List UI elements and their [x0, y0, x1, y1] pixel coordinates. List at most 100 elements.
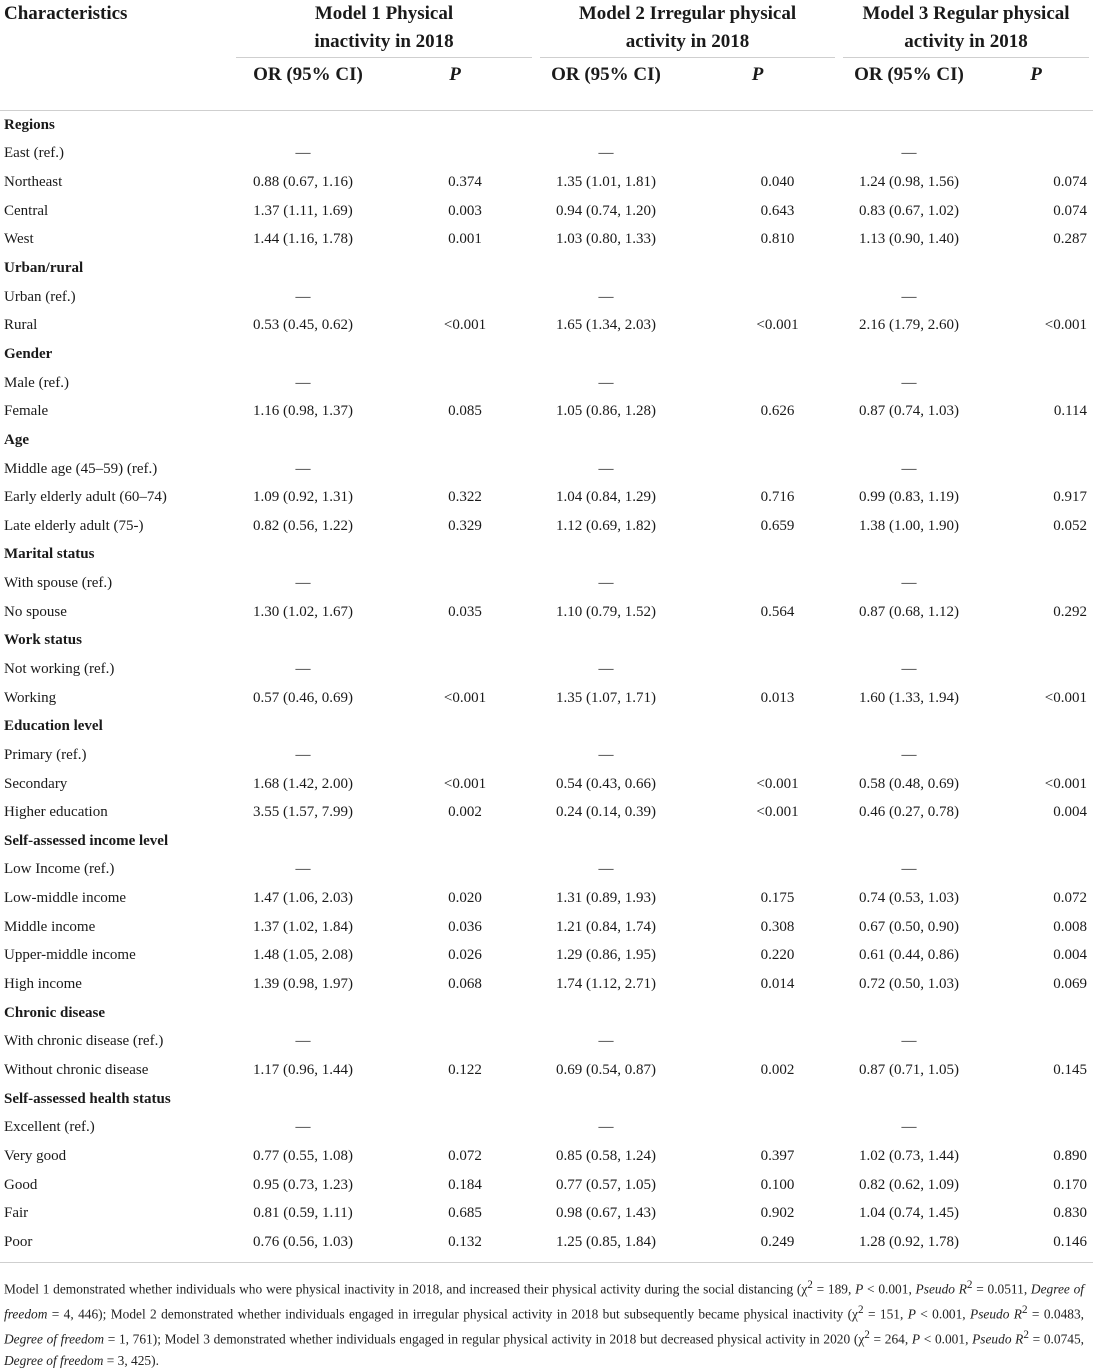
p-cell-model-1	[374, 369, 536, 398]
or-cell-model-1	[232, 627, 374, 656]
table-row: Low-middle income 1.47 (1.06, 2.03) 0.020 1…	[0, 884, 1093, 913]
p-cell-model-3	[979, 712, 1093, 741]
or-cell-model-2	[536, 712, 676, 741]
row-label: Middle age (45–59) (ref.)	[4, 460, 158, 477]
row-label: Low-middle income	[4, 890, 127, 907]
p-cell-model-1: 0.035	[448, 603, 482, 620]
p-cell-model-3: 0.830	[1053, 1205, 1088, 1222]
section-label: Regions	[4, 116, 55, 133]
or-cell-model-2: 1.10 (0.79, 1.52)	[556, 603, 656, 620]
header-p-model-2: P	[676, 58, 839, 111]
or-cell-model-2: 0.85 (0.58, 1.24)	[556, 1147, 656, 1164]
row-label: Upper-middle income	[4, 947, 136, 964]
p-cell-model-3: 0.292	[1053, 603, 1088, 620]
or-cell-model-2: —	[598, 1033, 614, 1050]
row-label: Higher education	[4, 804, 108, 821]
section-label: Age	[4, 431, 29, 448]
row-label: Male (ref.)	[4, 374, 69, 391]
p-cell-model-1: <0.001	[443, 689, 487, 706]
or-cell-model-1: —	[295, 660, 311, 677]
table-row: Primary (ref.) — — —	[0, 741, 1093, 770]
p-cell-model-1: 0.020	[448, 890, 482, 907]
or-cell-model-3	[839, 627, 979, 656]
header-or-model-2: OR (95% CI)	[536, 58, 676, 111]
table-row: Good 0.95 (0.73, 1.23) 0.184 0.77 (0.57, 1.…	[0, 1171, 1093, 1200]
or-cell-model-1: 3.55 (1.57, 7.99)	[253, 804, 353, 821]
p-cell-model-2: 0.643	[760, 202, 795, 219]
header-p-model-3: P	[979, 58, 1093, 111]
or-cell-model-3: 0.67 (0.50, 0.90)	[859, 918, 959, 935]
or-cell-model-2	[536, 627, 676, 656]
or-cell-model-1: —	[295, 746, 311, 763]
or-cell-model-1: 0.57 (0.46, 0.69)	[253, 689, 353, 706]
or-cell-model-3	[839, 254, 979, 283]
p-cell-model-1: 0.026	[448, 947, 482, 964]
p-cell-model-3	[979, 283, 1093, 312]
or-cell-model-3: —	[901, 1119, 917, 1136]
p-cell-model-1	[374, 856, 536, 885]
or-cell-model-1	[232, 827, 374, 856]
p-cell-model-1	[374, 1113, 536, 1142]
p-cell-model-3: 0.146	[1053, 1233, 1088, 1250]
or-cell-model-2: —	[598, 1119, 614, 1136]
table-row: Middle income 1.37 (1.02, 1.84) 0.036 1.21 …	[0, 913, 1093, 942]
or-cell-model-2: —	[598, 374, 614, 391]
p-cell-model-2: 0.659	[760, 517, 795, 534]
p-cell-model-1	[374, 455, 536, 484]
or-cell-model-3	[839, 541, 979, 570]
header-model-3: Model 3 Regular physical activity in 2018	[839, 0, 1093, 58]
or-cell-model-1: 0.82 (0.56, 1.22)	[253, 517, 353, 534]
p-cell-model-1	[374, 999, 536, 1028]
p-cell-model-2	[676, 111, 839, 140]
p-cell-model-3: 0.074	[1053, 174, 1088, 191]
p-cell-model-1	[374, 741, 536, 770]
or-cell-model-1: 0.95 (0.73, 1.23)	[253, 1176, 353, 1193]
or-cell-model-3: —	[901, 660, 917, 677]
p-cell-model-1: 0.072	[448, 1147, 482, 1164]
p-cell-model-3	[979, 340, 1093, 369]
or-cell-model-2	[536, 1085, 676, 1114]
p-cell-model-2: 0.626	[760, 403, 795, 420]
p-cell-model-2: 0.716	[760, 489, 795, 506]
or-cell-model-1: 1.37 (1.02, 1.84)	[253, 918, 353, 935]
section-label: Chronic disease	[4, 1004, 105, 1021]
or-cell-model-3: 0.61 (0.44, 0.86)	[859, 947, 959, 964]
or-cell-model-2: 1.03 (0.80, 1.33)	[556, 231, 656, 248]
or-cell-model-1: —	[295, 1119, 311, 1136]
row-label: Fair	[4, 1205, 29, 1222]
section-row: Gender	[0, 340, 1093, 369]
or-cell-model-2: 0.77 (0.57, 1.05)	[556, 1176, 656, 1193]
table-row: Fair 0.81 (0.59, 1.11) 0.685 0.98 (0.67, 1.…	[0, 1199, 1093, 1228]
p-cell-model-2	[676, 741, 839, 770]
p-cell-model-1	[374, 569, 536, 598]
p-cell-model-2	[676, 455, 839, 484]
section-row: Work status	[0, 627, 1093, 656]
p-cell-model-1	[374, 254, 536, 283]
header-model-1: Model 1 Physical inactivity in 2018	[232, 0, 536, 58]
p-cell-model-1: 0.184	[448, 1176, 482, 1193]
or-cell-model-3: 2.16 (1.79, 2.60)	[859, 317, 959, 334]
p-cell-model-3	[979, 140, 1093, 169]
or-cell-model-2: 1.31 (0.89, 1.93)	[556, 890, 656, 907]
p-cell-model-3	[979, 541, 1093, 570]
p-cell-model-3	[979, 655, 1093, 684]
or-cell-model-3: 1.04 (0.74, 1.45)	[859, 1205, 959, 1222]
row-label: Good	[4, 1176, 38, 1193]
or-cell-model-3: 0.72 (0.50, 1.03)	[859, 976, 959, 993]
p-cell-model-1: 0.003	[448, 202, 482, 219]
or-cell-model-1: —	[295, 374, 311, 391]
section-row: Education level	[0, 712, 1093, 741]
table-row: Without chronic disease 1.17 (0.96, 1.44)…	[0, 1056, 1093, 1085]
table-row: Central 1.37 (1.11, 1.69) 0.003 0.94 (0.74,…	[0, 197, 1093, 226]
p-cell-model-2: 0.175	[760, 890, 795, 907]
or-cell-model-2: 1.21 (0.84, 1.74)	[556, 918, 656, 935]
p-cell-model-3: 0.069	[1053, 976, 1088, 993]
p-cell-model-1: 0.685	[448, 1205, 482, 1222]
section-row: Marital status	[0, 541, 1093, 570]
table-row: Female 1.16 (0.98, 1.37) 0.085 1.05 (0.86, …	[0, 397, 1093, 426]
table-row: Male (ref.) — — —	[0, 369, 1093, 398]
table-body: Regions East (ref.) — — — Northeast 0.88 (0.67…	[0, 111, 1093, 1257]
or-cell-model-1: 1.16 (0.98, 1.37)	[253, 403, 353, 420]
p-cell-model-2	[676, 1113, 839, 1142]
or-cell-model-1: 1.44 (1.16, 1.78)	[253, 231, 353, 248]
